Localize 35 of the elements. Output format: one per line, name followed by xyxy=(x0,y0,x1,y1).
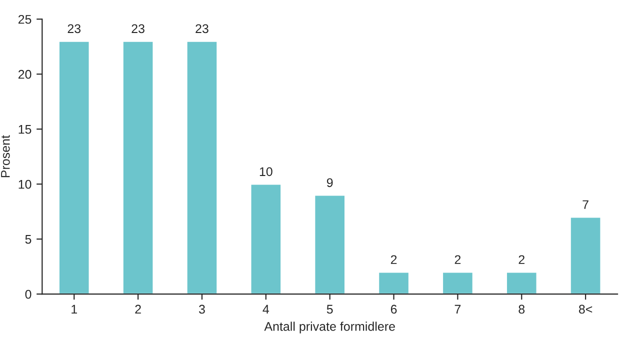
data-label: 2 xyxy=(454,255,461,264)
y-tick-label: 25 xyxy=(18,14,32,24)
data-label: 23 xyxy=(68,24,81,34)
x-axis-title: Antall private formidlere xyxy=(264,322,395,334)
x-tick-label: 7 xyxy=(454,304,461,314)
bar xyxy=(122,40,154,294)
y-tick-label: 10 xyxy=(18,180,32,189)
bar xyxy=(250,183,282,294)
data-label: 23 xyxy=(132,24,144,34)
y-tick-label: 20 xyxy=(18,70,32,79)
y-tick-label: 0 xyxy=(25,290,32,299)
bar xyxy=(378,271,410,294)
data-label: 9 xyxy=(326,178,333,188)
y-tick-label: 5 xyxy=(25,235,32,244)
x-tick-label: 4 xyxy=(262,304,270,314)
bar xyxy=(186,40,218,294)
x-tick-label: 8< xyxy=(578,304,592,314)
data-label: 10 xyxy=(260,167,272,176)
data-label: 2 xyxy=(390,255,397,264)
data-label: 2 xyxy=(518,255,524,264)
bar xyxy=(314,194,346,294)
x-tick-label: 2 xyxy=(135,304,141,314)
bar xyxy=(442,271,474,294)
x-tick-label: 8 xyxy=(518,304,525,314)
data-label: 23 xyxy=(196,24,208,34)
bar xyxy=(570,216,602,294)
data-label: 7 xyxy=(582,200,588,209)
y-tick-label: 15 xyxy=(18,125,32,134)
bar xyxy=(58,40,90,294)
x-tick-label: 5 xyxy=(326,304,333,314)
x-tick-label: 6 xyxy=(390,304,397,314)
y-axis-title: Prosent xyxy=(1,135,10,178)
x-tick-label: 1 xyxy=(72,304,77,314)
x-tick-label: 3 xyxy=(198,304,205,314)
bar xyxy=(506,271,538,294)
